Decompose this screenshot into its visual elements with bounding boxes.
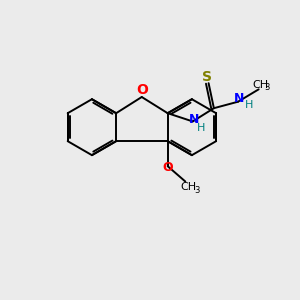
Text: S: S — [202, 70, 212, 84]
Text: O: O — [136, 82, 148, 97]
Text: O: O — [162, 160, 173, 174]
Text: H: H — [197, 123, 206, 133]
Text: N: N — [189, 113, 199, 126]
Text: 3: 3 — [194, 186, 199, 195]
Text: N: N — [234, 92, 244, 105]
Text: CH: CH — [180, 182, 196, 192]
Text: 3: 3 — [265, 83, 270, 92]
Text: CH: CH — [252, 80, 268, 90]
Text: H: H — [245, 100, 254, 110]
